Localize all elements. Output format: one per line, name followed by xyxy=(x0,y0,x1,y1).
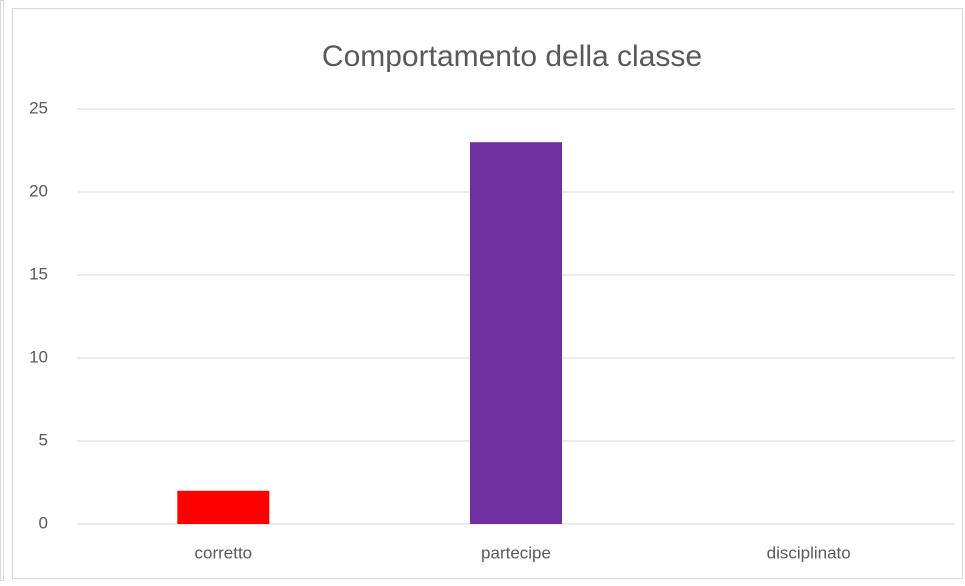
y-tick-label: 5 xyxy=(39,430,48,449)
x-tick-label: disciplinato xyxy=(767,543,851,562)
x-tick-label: corretto xyxy=(195,543,253,562)
y-tick-label: 20 xyxy=(29,181,48,200)
y-tick-label: 25 xyxy=(29,98,48,117)
chart-title: Comportamento della classe xyxy=(322,40,702,73)
frame-edge xyxy=(0,0,4,581)
y-tick-label: 10 xyxy=(29,347,48,366)
y-tick-label: 0 xyxy=(39,513,48,532)
bar xyxy=(470,142,562,524)
bar xyxy=(177,490,270,524)
x-tick-label: partecipe xyxy=(481,543,551,562)
y-tick-label: 15 xyxy=(29,264,48,283)
